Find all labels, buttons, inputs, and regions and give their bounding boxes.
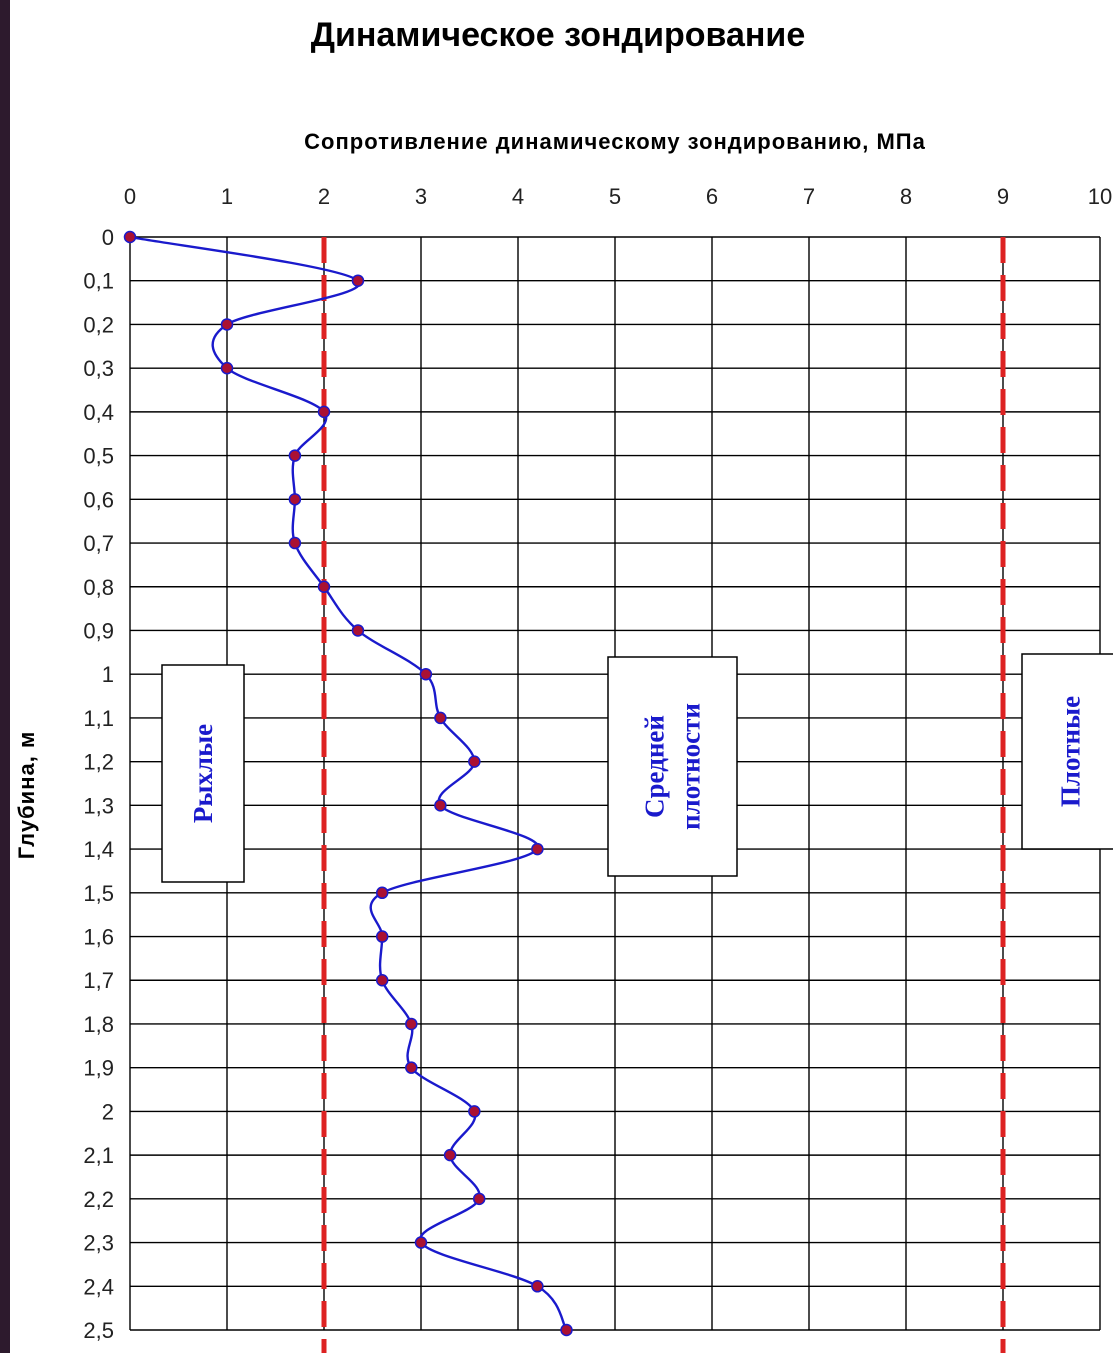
data-point xyxy=(445,1150,456,1161)
y-tick-label: 2,2 xyxy=(83,1187,114,1212)
data-point xyxy=(377,975,388,986)
x-tick-label: 6 xyxy=(706,184,718,209)
y-tick-label: 0,7 xyxy=(83,531,114,556)
y-tick-label: 1,9 xyxy=(83,1056,114,1081)
data-point xyxy=(289,538,300,549)
y-tick-label: 0,5 xyxy=(83,444,114,469)
data-point xyxy=(469,1106,480,1117)
data-point xyxy=(289,494,300,505)
y-tick-label: 1,3 xyxy=(83,793,114,818)
x-tick-label: 2 xyxy=(318,184,330,209)
y-tick-label: 0,1 xyxy=(83,269,114,294)
x-tick-label: 0 xyxy=(124,184,136,209)
zone-label-text: Плотные xyxy=(1056,696,1086,807)
data-point xyxy=(474,1193,485,1204)
zone-label-text: Рыхлые xyxy=(188,724,218,823)
y-tick-label: 0,3 xyxy=(83,356,114,381)
data-point xyxy=(406,1018,417,1029)
y-tick-label: 1,8 xyxy=(83,1012,114,1037)
y-tick-label: 2,4 xyxy=(83,1274,114,1299)
data-point xyxy=(532,1281,543,1292)
data-point xyxy=(532,844,543,855)
zone-label-box: Средней плотности xyxy=(608,657,737,876)
chart-title: Динамическое зондирование xyxy=(311,16,806,54)
y-tick-label: 1,7 xyxy=(83,968,114,993)
y-tick-label: 1 xyxy=(102,662,114,687)
y-tick-label: 0,9 xyxy=(83,618,114,643)
data-point xyxy=(352,275,363,286)
y-tick-labels: 0 0,1 0,2 0,3 0,4 0,5 0,6 0,7 0,8 0,9 1 1,1 1,2 1,3 1,… xyxy=(83,225,114,1343)
chart-frame: Динамическое зондирование Сопротивление … xyxy=(10,0,1113,1353)
x-tick-label: 4 xyxy=(512,184,524,209)
x-tick-label: 8 xyxy=(900,184,912,209)
data-point xyxy=(435,800,446,811)
x-tick-label: 1 xyxy=(221,184,233,209)
data-point xyxy=(222,363,233,374)
y-tick-label: 1,2 xyxy=(83,750,114,775)
y-tick-label: 0,2 xyxy=(83,312,114,337)
y-tick-label: 1,6 xyxy=(83,925,114,950)
y-tick-label: 2,1 xyxy=(83,1143,114,1168)
data-point xyxy=(561,1325,572,1336)
x-tick-label: 10 xyxy=(1088,184,1112,209)
data-point xyxy=(435,712,446,723)
data-point xyxy=(377,887,388,898)
y-tick-label: 1,4 xyxy=(83,837,114,862)
y-tick-label: 1,1 xyxy=(83,706,114,731)
y-axis-title: Глубина, м xyxy=(14,731,39,859)
y-tick-label: 0,6 xyxy=(83,487,114,512)
x-tick-labels: 0 1 2 3 4 5 6 7 8 9 10 xyxy=(124,184,1112,209)
x-tick-label: 7 xyxy=(803,184,815,209)
zone-box-border xyxy=(608,657,737,876)
y-tick-label: 0,8 xyxy=(83,575,114,600)
x-tick-label: 9 xyxy=(997,184,1009,209)
zone-label-text: Средней xyxy=(640,715,670,818)
data-point xyxy=(469,756,480,767)
data-point xyxy=(352,625,363,636)
y-tick-label: 2 xyxy=(102,1099,114,1124)
zone-label-box: Рыхлые xyxy=(162,665,244,882)
y-tick-label: 2,3 xyxy=(83,1231,114,1256)
zone-label-box: Плотные xyxy=(1022,654,1113,849)
data-point xyxy=(289,450,300,461)
data-point xyxy=(319,406,330,417)
y-tick-label: 0 xyxy=(102,225,114,250)
y-tick-label: 1,5 xyxy=(83,881,114,906)
y-tick-label: 2,5 xyxy=(83,1318,114,1343)
data-point xyxy=(406,1062,417,1073)
dynamic-sounding-chart: Динамическое зондирование Сопротивление … xyxy=(10,0,1113,1353)
data-point xyxy=(222,319,233,330)
data-point xyxy=(420,669,431,680)
zone-label-text: плотности xyxy=(676,703,706,830)
x-axis-title: Сопротивление динамическому зондированию… xyxy=(304,129,926,154)
data-point xyxy=(319,581,330,592)
data-point xyxy=(125,232,136,243)
x-tick-label: 3 xyxy=(415,184,427,209)
zone-labels: Рыхлые Средней плотности Плотные xyxy=(162,654,1113,882)
y-tick-label: 0,4 xyxy=(83,400,114,425)
data-point xyxy=(377,931,388,942)
data-point xyxy=(416,1237,427,1248)
x-tick-label: 5 xyxy=(609,184,621,209)
